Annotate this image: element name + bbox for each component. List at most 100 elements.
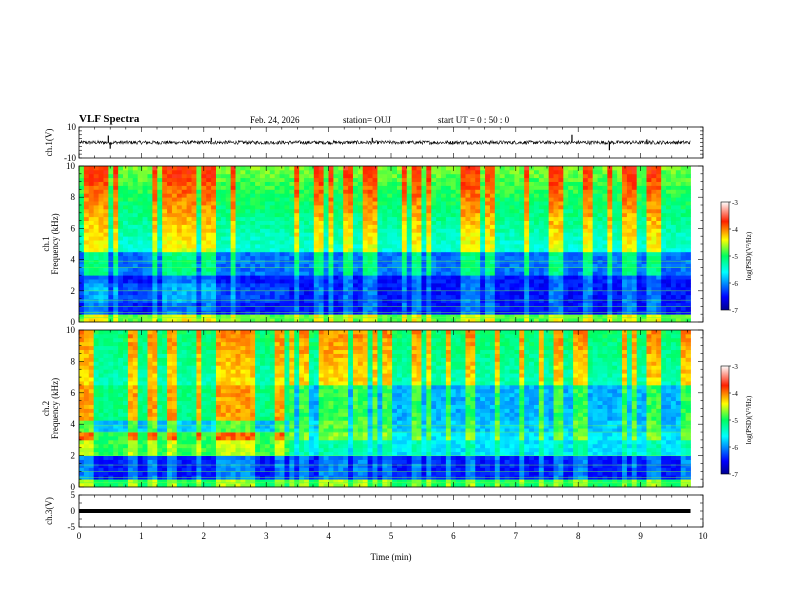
spectrogram-cell xyxy=(181,255,188,260)
spectrogram-cell xyxy=(103,185,109,190)
spectrogram-cell xyxy=(245,298,251,303)
spectrogram-cell xyxy=(108,208,114,214)
spectrogram-cell xyxy=(279,201,285,206)
spectrogram-cell xyxy=(162,173,168,179)
spectrogram-cell xyxy=(147,240,153,245)
spectrogram-cell xyxy=(181,279,188,284)
spectrogram-cell xyxy=(220,298,227,303)
spectrogram-cell xyxy=(431,302,437,307)
spectrogram-cell xyxy=(602,166,608,171)
spectrogram-cell xyxy=(162,275,168,280)
spectrogram-cell xyxy=(323,294,329,299)
spectrogram-cell xyxy=(88,283,95,288)
spectrogram-cell xyxy=(411,259,417,264)
spectrogram-cell xyxy=(304,271,310,276)
spectrogram-cell xyxy=(123,193,129,198)
spectrogram-cell xyxy=(362,290,369,296)
spectrogram-cell xyxy=(670,228,677,233)
spectrogram-cell xyxy=(587,173,594,179)
spectrogram-cell xyxy=(641,189,647,194)
spectrogram-cell xyxy=(636,197,642,202)
spectrogram-cell xyxy=(592,283,598,288)
spectrogram-cell xyxy=(167,275,173,280)
spectrogram-cell xyxy=(284,220,290,225)
spectrogram-cell xyxy=(352,271,359,276)
spectrogram-cell xyxy=(308,228,315,233)
spectrogram-cell xyxy=(573,212,579,218)
start-time-label: start UT = 0 : 50 : 0 xyxy=(438,115,510,125)
spectrogram-cell xyxy=(426,197,432,202)
spectrogram-cell xyxy=(617,224,623,229)
spectrogram-cell xyxy=(548,298,554,303)
spectrogram-cell xyxy=(343,290,349,296)
spectrogram-cell xyxy=(470,267,476,272)
spectrogram-cell xyxy=(480,298,486,303)
spectrogram-cell xyxy=(186,271,192,276)
spectrogram-cell xyxy=(421,197,427,202)
spectrogram-cell xyxy=(113,205,119,210)
spectrogram-cell xyxy=(211,236,217,241)
spectrogram-cell xyxy=(460,251,466,257)
spectrogram-cell xyxy=(260,255,266,260)
spectrogram-cell xyxy=(328,212,334,218)
spectrogram-cell xyxy=(255,228,261,233)
spectrogram-cell xyxy=(558,189,564,194)
spectrogram-cell xyxy=(181,169,188,175)
spectrogram-cell xyxy=(656,169,662,175)
spectrogram-cell xyxy=(269,259,276,264)
spectrogram-cell xyxy=(279,216,285,221)
spectrogram-cell xyxy=(88,244,95,249)
spectrogram-cell xyxy=(176,302,183,307)
spectrogram-cell xyxy=(348,220,354,225)
spectrogram-cell xyxy=(118,212,124,218)
spectrogram-cell xyxy=(494,247,501,253)
spectrogram-cell xyxy=(529,232,535,237)
spectrogram-cell xyxy=(504,173,510,179)
spectrogram-cell xyxy=(93,185,99,190)
spectrogram-cell xyxy=(323,318,329,323)
spectrogram-cell xyxy=(245,286,251,292)
spectrogram-cell xyxy=(357,263,364,268)
spectrogram-cell xyxy=(313,306,320,311)
spectrogram-cell xyxy=(269,166,276,171)
spectrogram-cell xyxy=(299,177,305,182)
spectrogram-cell xyxy=(529,185,535,190)
spectrogram-cell xyxy=(206,298,212,303)
spectrogram-cell xyxy=(333,173,339,179)
spectrogram-cell xyxy=(568,259,574,264)
spectrogram-cell xyxy=(323,263,329,268)
spectrogram-cell xyxy=(152,240,158,245)
spectrogram-cell xyxy=(460,216,466,221)
spectrogram-cell xyxy=(250,314,256,319)
spectrogram-cell xyxy=(245,216,251,221)
spectrogram-cell xyxy=(622,216,628,221)
spectrogram-cell xyxy=(289,275,295,280)
spectrogram-cell xyxy=(123,247,129,253)
spectrogram-cell xyxy=(123,290,129,296)
spectrogram-cell xyxy=(83,318,90,323)
spectrogram-cell xyxy=(372,283,378,288)
spectrogram-cell xyxy=(88,166,95,171)
spectrogram-cell xyxy=(543,236,550,241)
spectrogram-cell xyxy=(279,251,285,257)
spectrogram-cell xyxy=(348,302,354,307)
spectrogram-cell xyxy=(592,290,598,296)
spectrogram-cell xyxy=(558,216,564,221)
spectrogram-cell xyxy=(436,318,442,323)
spectrogram-cell xyxy=(436,247,442,253)
spectrogram-cell xyxy=(308,259,315,264)
spectrogram-cell xyxy=(299,298,305,303)
spectrogram-cell xyxy=(441,228,447,233)
spectrogram-cell xyxy=(421,208,427,214)
spectrogram-cell xyxy=(406,263,413,268)
spectrogram-cell xyxy=(333,314,339,319)
spectrogram-cell xyxy=(264,302,271,307)
spectrogram-cell xyxy=(450,290,457,296)
spectrogram-cell xyxy=(377,251,383,257)
spectrogram-cell xyxy=(142,279,148,284)
spectrogram-cell xyxy=(118,244,124,249)
spectrogram-cell xyxy=(328,228,334,233)
spectrogram-cell xyxy=(524,306,530,311)
spectrogram-cell xyxy=(582,236,589,241)
spectrogram-cell xyxy=(612,212,618,218)
